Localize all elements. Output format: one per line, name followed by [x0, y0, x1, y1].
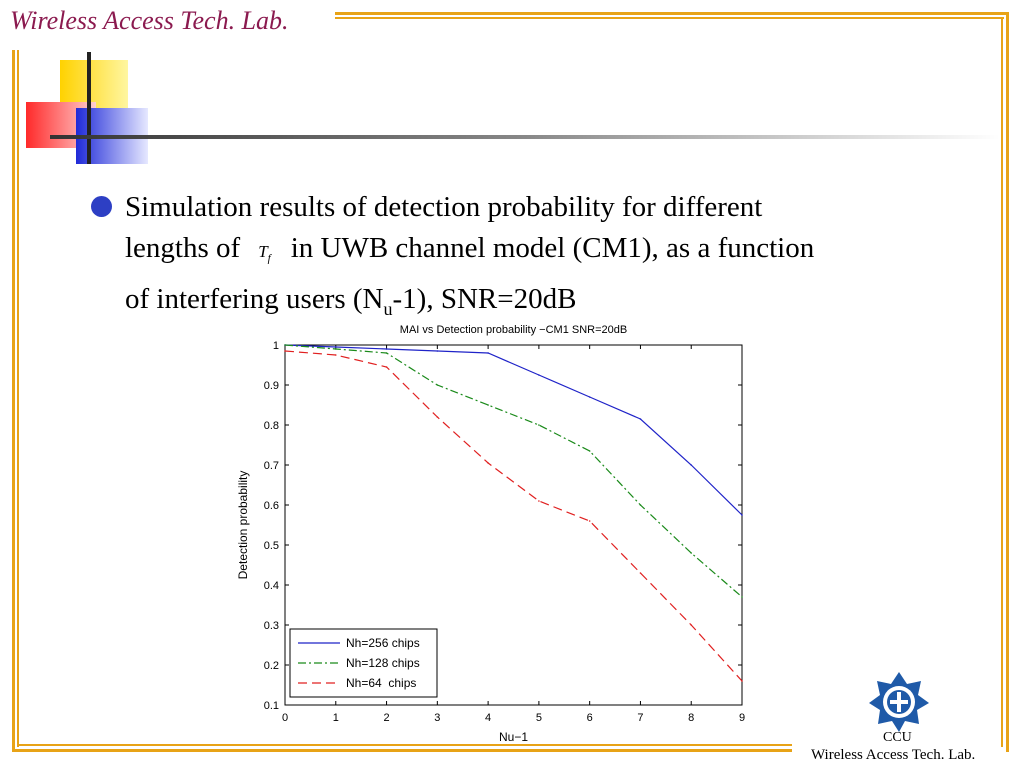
- x-tick-label: 6: [587, 712, 593, 724]
- y-tick-label: 0.5: [264, 540, 279, 552]
- ccu-label: CCU: [883, 730, 912, 745]
- chart-title: MAI vs Detection probability −CM1 SNR=20…: [400, 324, 627, 336]
- frame-right-outer: [1006, 12, 1009, 752]
- y-tick-label: 0.1: [264, 700, 279, 712]
- y-tick-label: 0.6: [264, 500, 279, 512]
- data-point: [588, 450, 591, 452]
- x-tick-label: 2: [383, 712, 389, 724]
- frame-top-inner: [335, 17, 1004, 19]
- x-tick-label: 1: [333, 712, 339, 724]
- bullet-line-3-sub: u: [383, 299, 393, 320]
- data-point: [538, 374, 540, 376]
- x-tick-label: 3: [434, 712, 440, 724]
- data-point: [436, 416, 439, 418]
- frame-top-outer: [335, 12, 1009, 15]
- data-point: [334, 348, 337, 350]
- bullet-line-2-post: in UWB channel model (CM1), as a functio…: [290, 232, 815, 264]
- bullet-line-2: lengths of Tf in UWB channel model (CM1), …: [125, 228, 975, 279]
- x-tick-label: 5: [536, 712, 542, 724]
- data-point: [385, 366, 388, 368]
- x-tick-label: 4: [485, 712, 491, 724]
- data-point: [588, 396, 591, 398]
- lab-title: Wireless Access Tech. Lab.: [10, 6, 289, 35]
- data-point: [639, 418, 642, 420]
- bullet-line-3-pre: of interfering users (N: [125, 283, 384, 316]
- data-point: [741, 514, 743, 516]
- data-point: [334, 346, 337, 348]
- data-point: [284, 344, 286, 346]
- math-symbol: T: [258, 242, 268, 261]
- y-tick-label: 0.4: [264, 580, 279, 592]
- data-point: [385, 352, 388, 354]
- data-point: [284, 350, 286, 352]
- y-tick-label: 0.7: [264, 460, 279, 472]
- x-tick-label: 9: [739, 712, 745, 724]
- math-sub: f: [267, 252, 271, 265]
- data-point: [538, 424, 540, 426]
- decorative-squares: [26, 52, 1000, 164]
- series-line-3: [284, 350, 743, 682]
- data-point: [487, 462, 489, 464]
- data-point: [436, 350, 439, 352]
- data-point: [436, 384, 439, 386]
- data-point: [639, 572, 642, 574]
- frame-left-outer: [12, 50, 15, 752]
- bullet-icon: [91, 196, 112, 217]
- y-tick-label: 0.3: [264, 620, 279, 632]
- frame-bottom-outer: [12, 749, 792, 752]
- data-point: [690, 552, 693, 554]
- data-point: [385, 348, 388, 350]
- bullet-line-1: Simulation results of detection probabil…: [125, 191, 763, 223]
- legend-entry: Nh=256 chips: [346, 636, 420, 650]
- frame-right-inner: [1001, 17, 1003, 747]
- series-line-2: [284, 344, 743, 598]
- y-tick-label: 1: [273, 340, 279, 352]
- frame-left-inner: [17, 50, 19, 747]
- x-tick-label: 8: [688, 712, 694, 724]
- vertical-rule: [87, 52, 91, 164]
- detection-probability-chart: MAI vs Detection probability −CM1 SNR=20…: [236, 324, 745, 744]
- bullet-line-3: of interfering users (Nu-1), SNR=20dB: [125, 279, 975, 330]
- ccu-logo-icon: [869, 672, 929, 732]
- bullet-line-3-post: -1), SNR=20dB: [392, 283, 577, 316]
- math-tf: Tf: [240, 242, 291, 265]
- data-point: [690, 624, 693, 626]
- y-tick-label: 0.2: [264, 660, 279, 672]
- legend-entry: Nh=64 chips: [346, 676, 416, 690]
- data-point: [741, 680, 743, 682]
- x-tick-label: 7: [637, 712, 643, 724]
- legend-entry: Nh=128 chips: [346, 656, 420, 670]
- horizontal-rule: [50, 135, 1000, 139]
- x-axis-label: Nu−1: [499, 730, 528, 744]
- bullet-line-2-pre: lengths of: [125, 232, 241, 264]
- footer-lab-name: Wireless Access Tech. Lab.: [811, 747, 976, 763]
- frame-bottom-inner: [17, 744, 792, 746]
- data-point: [334, 354, 337, 356]
- data-point: [639, 504, 642, 506]
- data-point: [538, 500, 540, 502]
- y-tick-label: 0.8: [264, 420, 279, 432]
- data-point: [741, 596, 743, 598]
- data-point: [690, 464, 693, 466]
- data-point: [487, 352, 489, 354]
- y-tick-label: 0.9: [264, 380, 279, 392]
- series-line-1: [284, 344, 743, 516]
- y-axis-label: Detection probability: [236, 471, 250, 580]
- x-tick-label: 0: [282, 712, 288, 724]
- data-point: [487, 404, 489, 406]
- data-point: [588, 520, 591, 522]
- bullet-text: Simulation results of detection probabil…: [125, 187, 975, 330]
